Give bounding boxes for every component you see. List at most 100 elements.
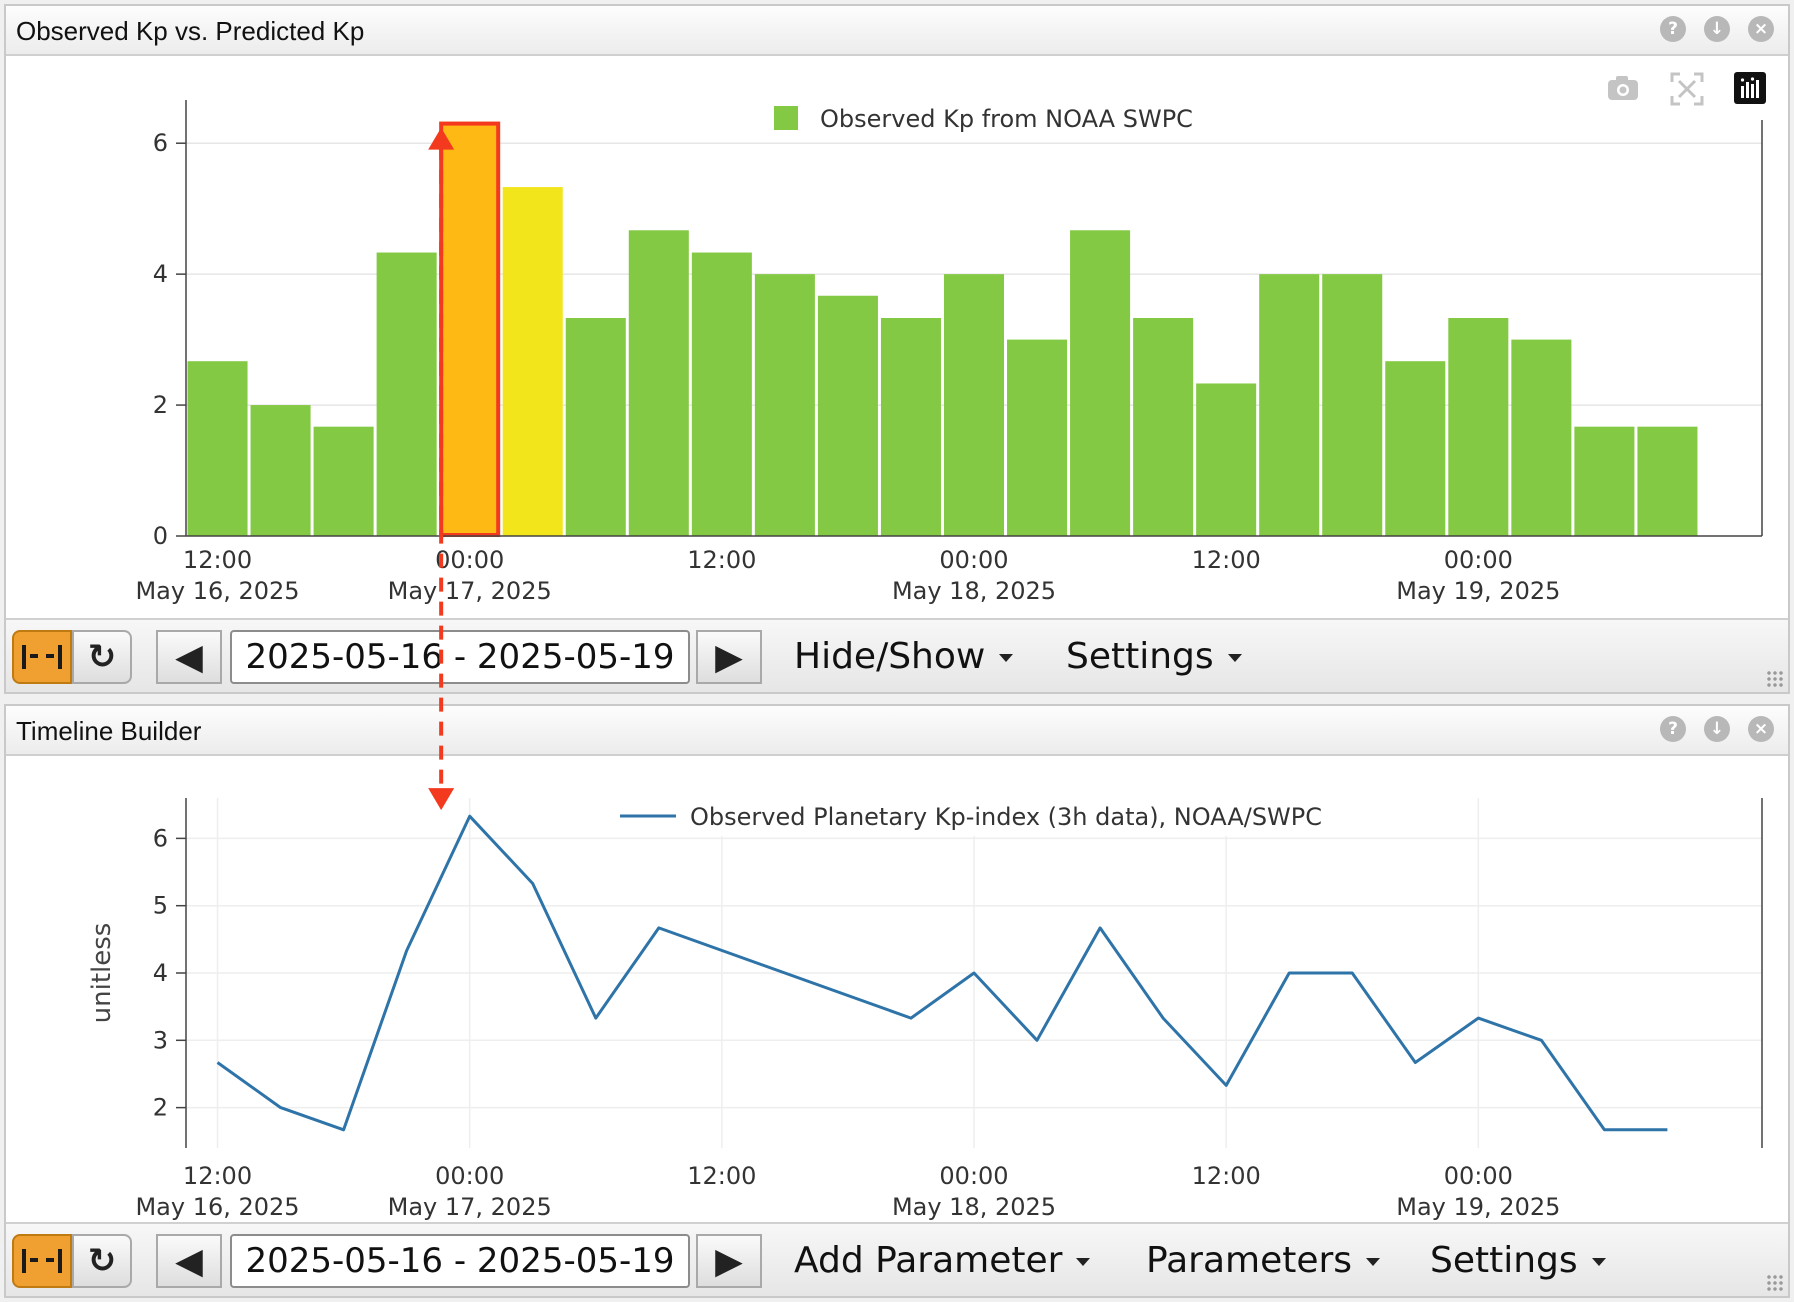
add-parameter-menu[interactable]: Add Parameter xyxy=(794,1240,1091,1281)
kp-bar xyxy=(1322,274,1383,536)
kp-bar xyxy=(1385,361,1446,536)
kp-bar xyxy=(1448,318,1509,536)
triangle-left-icon: ◀ xyxy=(175,1240,203,1282)
legend-label: Observed Planetary Kp-index (3h data), N… xyxy=(690,803,1322,831)
timeline-axes: 2 3 4 5 6 12:00 May 16, 2025 00:00 May 17, 2025 1… xyxy=(87,798,1763,1221)
x-tick-time-label: 00:00 xyxy=(435,546,504,574)
range-bracket-icon xyxy=(22,645,62,669)
download-icon[interactable]: ↓ xyxy=(1704,16,1730,42)
refresh-icon: ↻ xyxy=(87,637,117,677)
help-icon[interactable]: ? xyxy=(1660,716,1686,742)
x-tick-time-label: 00:00 xyxy=(1444,1162,1513,1190)
triangle-right-icon: ▶ xyxy=(715,636,743,678)
legend-swatch xyxy=(774,106,798,130)
previous-range-button[interactable]: ◀ xyxy=(156,1234,222,1288)
timeline-legend: Observed Planetary Kp-index (3h data), N… xyxy=(612,794,1342,836)
kp-bar xyxy=(1511,339,1572,536)
x-tick-date-label: May 18, 2025 xyxy=(892,1193,1056,1220)
close-icon[interactable]: × xyxy=(1748,16,1774,42)
legend-background xyxy=(768,98,1138,138)
settings-label: Settings xyxy=(1430,1240,1578,1281)
kp-bar xyxy=(376,252,437,536)
kp-bar-chart: 0 2 4 6 12:00 May 16, 2025 00:00 May 17, 2025 12… xyxy=(10,60,1784,620)
camera-icon[interactable] xyxy=(1608,76,1638,100)
kp-bar xyxy=(1196,383,1257,536)
x-tick-time-label: 00:00 xyxy=(1444,546,1513,574)
close-icon[interactable]: × xyxy=(1748,716,1774,742)
settings-label: Settings xyxy=(1066,636,1214,677)
caret-down-icon xyxy=(1366,1258,1381,1266)
kp-legend: Observed Kp from NOAA SWPC xyxy=(768,98,1193,138)
kp-bar xyxy=(691,252,752,536)
caret-down-icon xyxy=(1591,1258,1606,1266)
x-tick-time-label: 12:00 xyxy=(1192,1162,1261,1190)
help-icon[interactable]: ? xyxy=(1660,16,1686,42)
x-tick-date-label: May 16, 2025 xyxy=(135,1193,299,1220)
x-tick-time-label: 12:00 xyxy=(687,546,756,574)
y-tick-label: 5 xyxy=(153,892,168,920)
date-range-field[interactable]: 2025-05-16 - 2025-05-19 xyxy=(230,630,690,684)
parameters-label: Parameters xyxy=(1146,1240,1353,1281)
download-icon[interactable]: ↓ xyxy=(1704,716,1730,742)
kp-panel-window-icons: ? ↓ × xyxy=(1660,16,1774,42)
parameters-menu[interactable]: Parameters xyxy=(1146,1240,1381,1281)
kp-bar xyxy=(754,274,815,536)
x-tick-time-label: 12:00 xyxy=(183,546,252,574)
y-tick-label: 4 xyxy=(153,260,168,288)
timeline-gridlines xyxy=(186,798,1762,1148)
x-tick-date-label: May 19, 2025 xyxy=(1396,577,1560,605)
y-tick-label: 6 xyxy=(153,824,168,852)
refresh-button[interactable]: ↻ xyxy=(72,630,132,684)
range-select-button[interactable] xyxy=(12,1234,72,1288)
hide-show-label: Hide/Show xyxy=(794,636,986,677)
y-tick-label: 3 xyxy=(153,1026,168,1054)
kp-modebar xyxy=(1608,72,1766,106)
kp-bar xyxy=(439,121,500,536)
settings-menu[interactable]: Settings xyxy=(1066,636,1242,677)
legend-background xyxy=(612,794,1342,836)
next-range-button[interactable]: ▶ xyxy=(696,1234,762,1288)
previous-range-button[interactable]: ◀ xyxy=(156,630,222,684)
legend-label: Observed Kp from NOAA SWPC xyxy=(820,105,1193,133)
add-parameter-label: Add Parameter xyxy=(794,1240,1063,1281)
refresh-icon: ↻ xyxy=(87,1241,117,1281)
timeline-settings-menu[interactable]: Settings xyxy=(1430,1240,1606,1281)
triangle-left-icon: ◀ xyxy=(175,636,203,678)
kp-bar xyxy=(313,426,374,536)
kp-toolbar: ↻ ◀ 2025-05-16 - 2025-05-19 ▶ Hide/Show … xyxy=(6,618,1788,692)
kp-bar xyxy=(187,361,248,536)
kp-bar xyxy=(1070,230,1131,536)
timeline-panel: Timeline Builder ? ↓ × 2 3 4 5 6 12:00 May 16,… xyxy=(4,704,1790,1298)
range-select-button[interactable] xyxy=(12,630,72,684)
kp-bar xyxy=(1133,318,1194,536)
x-tick-date-label: May 17, 2025 xyxy=(388,1193,552,1220)
caret-down-icon xyxy=(1076,1258,1091,1266)
autoscale-icon[interactable] xyxy=(1670,72,1704,106)
x-tick-time-label: 12:00 xyxy=(1192,546,1261,574)
kp-series-line xyxy=(216,814,1668,1132)
plotly-logo-icon[interactable] xyxy=(1734,72,1766,104)
kp-line-chart: 2 3 4 5 6 12:00 May 16, 2025 00:00 May 17, 2025 1… xyxy=(10,760,1784,1221)
x-tick-date-label: May 17, 2025 xyxy=(388,577,552,605)
hide-show-menu[interactable]: Hide/Show xyxy=(794,636,1014,677)
date-range-field[interactable]: 2025-05-16 - 2025-05-19 xyxy=(230,1234,690,1288)
x-tick-time-label: 00:00 xyxy=(435,1162,504,1190)
timeline-toolbar: ↻ ◀ 2025-05-16 - 2025-05-19 ▶ Add Parame… xyxy=(6,1222,1788,1296)
kp-bar xyxy=(1637,426,1698,536)
refresh-button[interactable]: ↻ xyxy=(72,1234,132,1288)
resize-grip-icon[interactable] xyxy=(1766,670,1784,688)
timeline-panel-titlebar: Timeline Builder ? ↓ × xyxy=(6,706,1788,756)
x-tick-time-label: 12:00 xyxy=(687,1162,756,1190)
kp-line-chart-svg: 2 3 4 5 6 12:00 May 16, 2025 00:00 May 17, 2025 1… xyxy=(87,794,1763,1221)
timeline-panel-window-icons: ? ↓ × xyxy=(1660,716,1774,742)
resize-grip-icon[interactable] xyxy=(1766,1274,1784,1292)
y-tick-label: 6 xyxy=(153,129,168,157)
range-bracket-icon xyxy=(22,1249,62,1273)
y-tick-label: 2 xyxy=(153,391,168,419)
kp-panel: Observed Kp vs. Predicted Kp ? ↓ × 0 2 4 6 1… xyxy=(4,4,1790,694)
kp-panel-titlebar: Observed Kp vs. Predicted Kp ? ↓ × xyxy=(6,6,1788,56)
x-tick-time-label: 12:00 xyxy=(183,1162,252,1190)
kp-bar xyxy=(943,274,1005,536)
next-range-button[interactable]: ▶ xyxy=(696,630,762,684)
x-tick-date-label: May 19, 2025 xyxy=(1396,1193,1560,1220)
